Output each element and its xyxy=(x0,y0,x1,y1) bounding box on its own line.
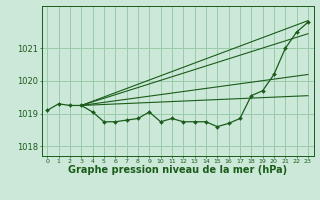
X-axis label: Graphe pression niveau de la mer (hPa): Graphe pression niveau de la mer (hPa) xyxy=(68,165,287,175)
